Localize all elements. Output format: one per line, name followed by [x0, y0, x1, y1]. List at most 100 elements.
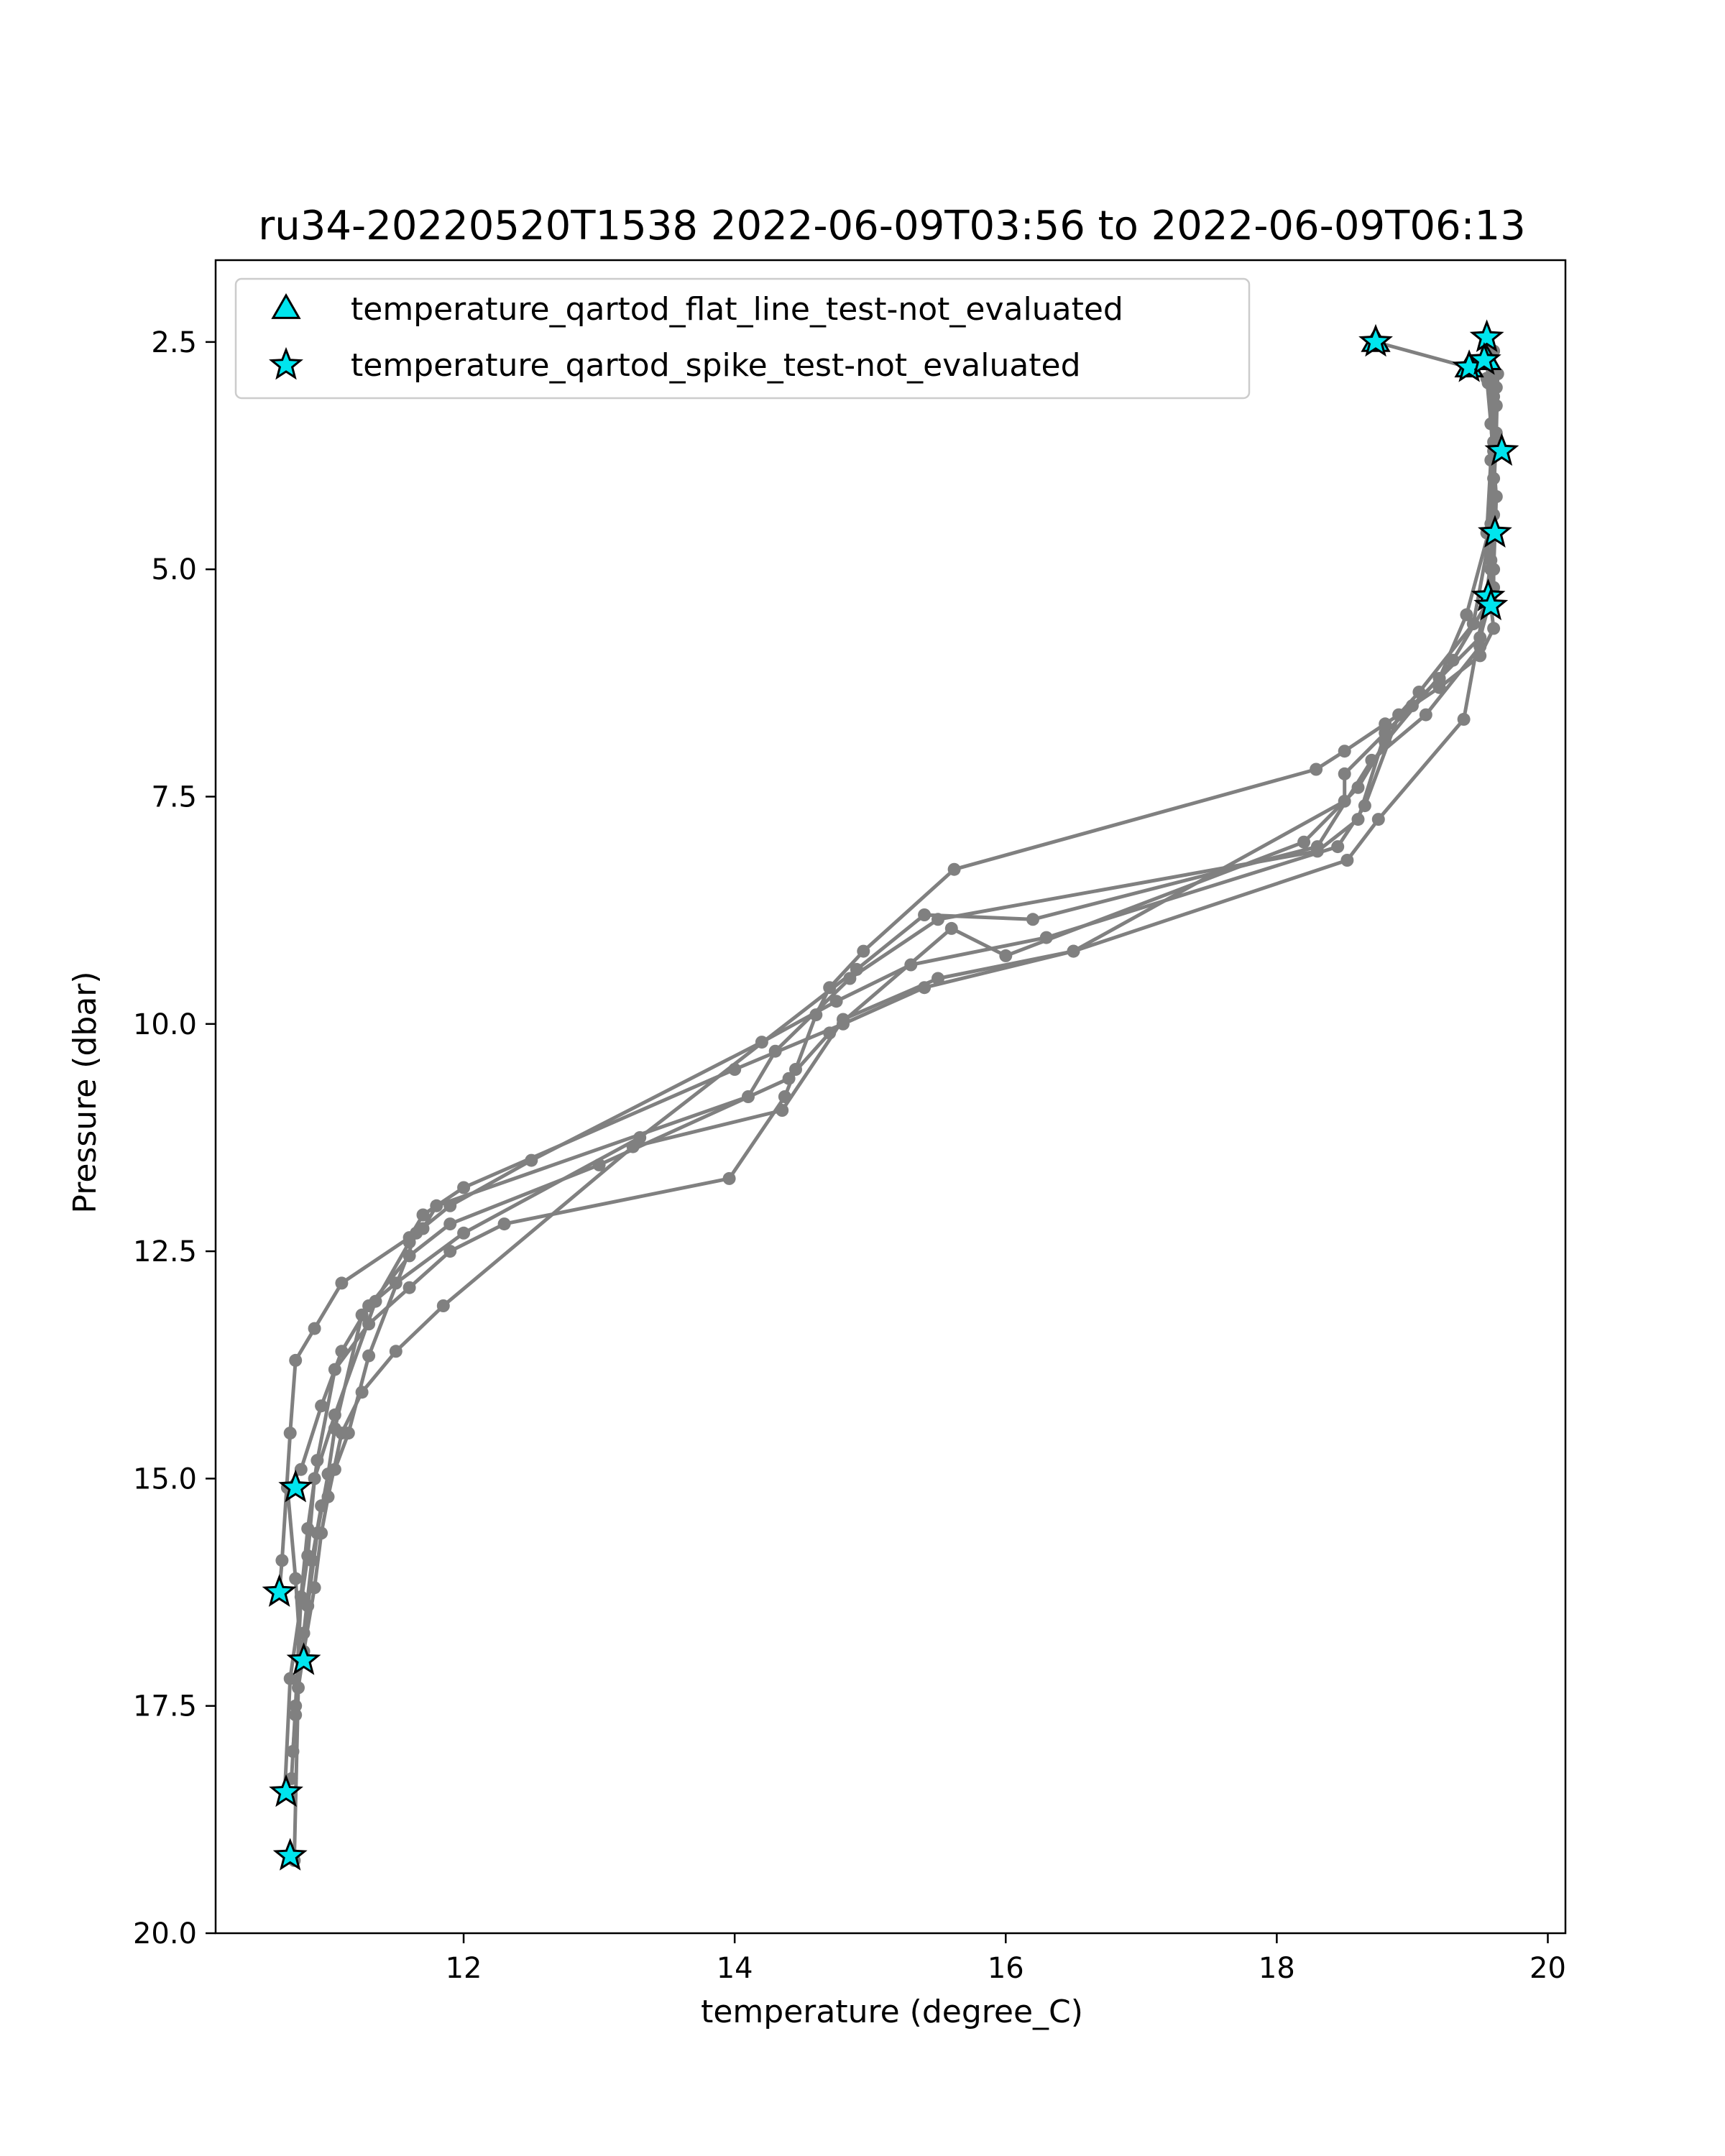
data-point: [525, 1153, 538, 1167]
data-point: [1331, 840, 1345, 854]
spike-marker: [1466, 342, 1501, 375]
data-point: [1351, 780, 1365, 794]
data-point: [843, 972, 857, 985]
spike-marker: [286, 1642, 321, 1675]
data-point: [402, 1281, 416, 1294]
data-point: [416, 1208, 430, 1222]
axes: 12 14 16 18 20 2.5 5.0 7.5 10.0 12.5 15.0 17.5 20.0: [133, 259, 1567, 1985]
data-point: [782, 1072, 796, 1085]
data-point: [1481, 376, 1495, 390]
legend-box: [234, 277, 1251, 400]
y-tick-label: 12.5: [133, 1235, 197, 1268]
data-point: [308, 1581, 321, 1595]
data-point: [341, 1427, 355, 1440]
data-point: [305, 1554, 318, 1567]
x-tick-label: 12: [446, 1952, 482, 1985]
legend-triangle-icon: [271, 292, 301, 319]
data-point: [1460, 608, 1473, 622]
plot-area: [262, 319, 1519, 1871]
spike-marker: [272, 1838, 308, 1871]
data-point: [857, 944, 870, 958]
y-tick-label: 5.0: [151, 553, 197, 586]
x-tick-label: 18: [1259, 1952, 1295, 1985]
data-point: [1310, 763, 1323, 776]
data-point: [289, 1572, 303, 1585]
data-point: [768, 1044, 782, 1058]
data-point: [1487, 622, 1501, 635]
data-point: [1358, 799, 1371, 813]
legend: temperature_qartod_flat_line_test-not_ev…: [234, 277, 1251, 400]
spike-marker: [269, 1774, 303, 1807]
legend-label: temperature_qartod_spike_test-not_evalua…: [351, 347, 1081, 384]
legend-label: temperature_qartod_flat_line_test-not_ev…: [351, 291, 1123, 328]
data-point: [308, 1322, 321, 1335]
data-point: [932, 972, 944, 985]
data-point: [904, 958, 918, 972]
data-point: [283, 1427, 297, 1440]
data-point: [443, 1199, 457, 1212]
data-point: [335, 1276, 349, 1290]
data-point: [999, 949, 1013, 962]
spike-marker: [1473, 587, 1509, 621]
data-point: [275, 1554, 289, 1567]
x-tick-label: 14: [717, 1952, 753, 1985]
data-point: [443, 1217, 457, 1231]
data-point: [362, 1349, 376, 1363]
y-axis-label: Pressure (dbar): [67, 971, 104, 1213]
data-point: [443, 1245, 457, 1258]
y-tick-label: 17.5: [133, 1690, 197, 1723]
data-point: [289, 1353, 303, 1367]
data-point: [457, 1226, 471, 1240]
spike-marker: [1358, 323, 1393, 357]
spike-marker: [262, 1574, 297, 1607]
data-point: [335, 1345, 349, 1358]
data-point: [1340, 854, 1354, 867]
data-point: [1338, 745, 1351, 758]
data-point: [932, 913, 944, 926]
data-point: [1371, 813, 1385, 826]
data-point: [389, 1345, 402, 1358]
data-point: [289, 1708, 303, 1722]
data-point: [1457, 712, 1471, 726]
data-point: [918, 908, 932, 921]
series-line: [291, 349, 1496, 1752]
data-point: [355, 1308, 369, 1322]
y-tick-label: 7.5: [151, 780, 197, 814]
data-point: [1379, 726, 1392, 740]
data-point: [1419, 708, 1432, 722]
data-point: [755, 1036, 768, 1049]
data-point: [1338, 767, 1351, 780]
data-point: [1466, 617, 1480, 631]
y-tick-label: 15.0: [133, 1462, 197, 1496]
data-point: [1379, 717, 1392, 731]
y-tick-label: 10.0: [133, 1008, 197, 1041]
data-point: [430, 1199, 443, 1212]
data-point: [410, 1226, 423, 1240]
data-point: [829, 995, 843, 1008]
data-point: [315, 1399, 328, 1413]
data-point: [1432, 681, 1446, 694]
data-point: [497, 1217, 511, 1231]
series-line: [285, 374, 1500, 1661]
data-point: [294, 1462, 308, 1476]
spike-marker: [1469, 319, 1504, 352]
data-point: [1039, 931, 1053, 944]
data-point: [1484, 563, 1498, 576]
data-point: [722, 1171, 736, 1185]
data-point: [308, 1472, 321, 1485]
data-point: [1026, 913, 1039, 926]
spike-marker: [278, 1469, 313, 1503]
data-point: [1297, 835, 1311, 849]
x-axis-label: temperature (degree_C): [701, 1994, 1083, 2030]
plot-frame: [214, 259, 1567, 1935]
data-point: [315, 1499, 328, 1513]
data-point: [776, 1104, 789, 1117]
data-point: [944, 921, 958, 935]
spike-marker: [1484, 433, 1519, 466]
legend-star-icon: [269, 346, 303, 380]
data-point: [742, 1090, 755, 1103]
spike-marker: [1478, 515, 1512, 548]
data-point: [626, 1140, 640, 1153]
x-tick-label: 20: [1530, 1952, 1566, 1985]
data-point: [297, 1626, 310, 1640]
